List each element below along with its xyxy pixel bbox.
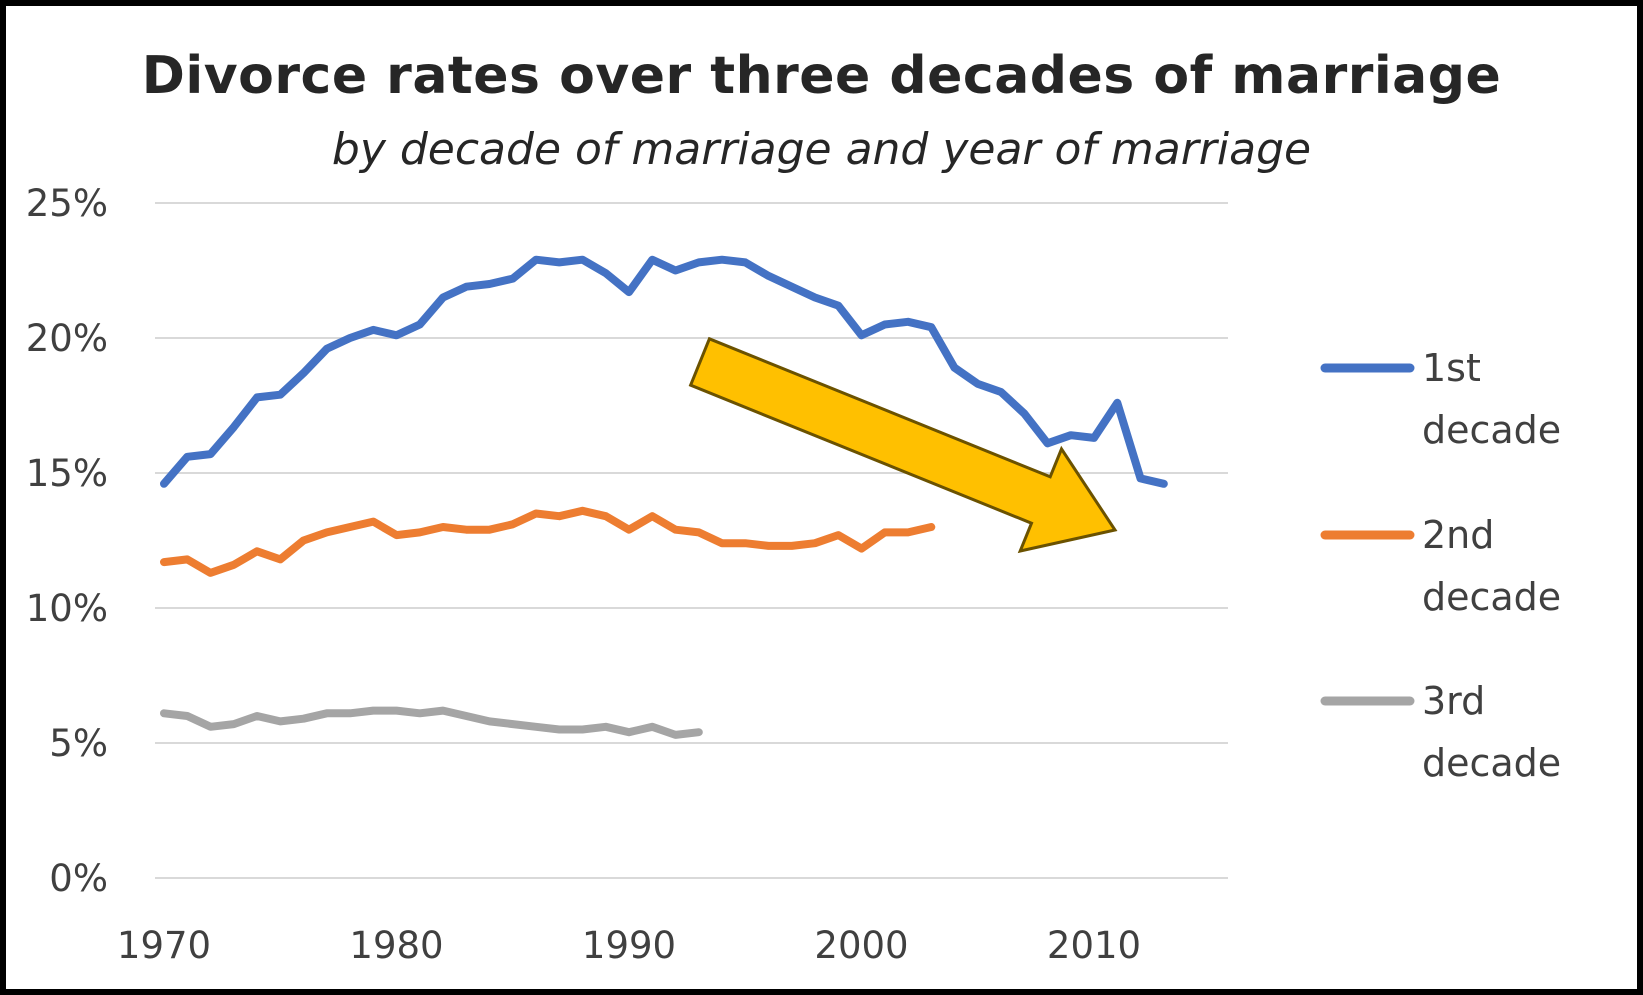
chart-title: Divorce rates over three decades of marr… (141, 46, 1502, 106)
y-tick-label: 10% (26, 587, 108, 630)
trend-arrow (688, 336, 1118, 554)
arrow-shape (688, 336, 1118, 554)
x-tick-label: 2000 (814, 924, 908, 967)
y-tick-label: 15% (26, 452, 108, 495)
x-axis-tick-labels: 1970 1980 1990 2000 2010 (117, 924, 1141, 967)
series-line-2 (160, 506, 936, 577)
y-tick-label: 25% (26, 182, 108, 225)
y-tick-label: 5% (49, 722, 108, 765)
legend-label-1: 1st (1422, 346, 1481, 390)
legend-label-2: 2nd (1422, 513, 1494, 557)
legend-label-3: 3rd (1422, 679, 1485, 723)
x-tick-label: 1990 (582, 924, 676, 967)
y-tick-label: 0% (49, 857, 108, 900)
series-lines (160, 255, 1168, 739)
x-tick-label: 1980 (349, 924, 443, 967)
gridlines (155, 202, 1228, 879)
y-tick-label: 20% (26, 317, 108, 360)
x-tick-label: 1970 (117, 924, 211, 967)
series-line-3 (160, 706, 703, 739)
legend-label-2-line2: decade (1422, 575, 1561, 619)
legend-label-3-line2: decade (1422, 741, 1561, 785)
legend: 1st decade 2nd decade 3rd decade (1320, 346, 1561, 785)
y-axis-tick-labels: 0% 5% 10% 15% 20% 25% (26, 182, 108, 900)
x-tick-label: 2010 (1047, 924, 1141, 967)
series-line-1 (160, 255, 1168, 488)
legend-label-1-line2: decade (1422, 408, 1561, 452)
chart-subtitle: by decade of marriage and year of marria… (331, 124, 1312, 175)
